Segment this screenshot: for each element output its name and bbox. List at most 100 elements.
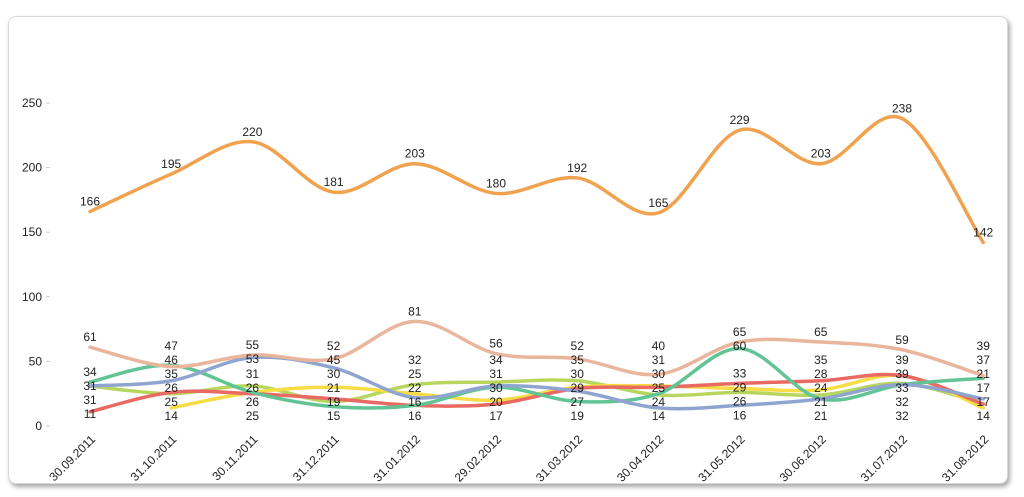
data-label: 39: [977, 339, 991, 353]
data-label: 35: [165, 367, 179, 381]
data-label: 31: [652, 353, 666, 367]
data-label: 31: [83, 393, 97, 407]
data-label: 52: [571, 339, 585, 353]
y-axis: 0 50 100 150 200 250: [22, 96, 50, 433]
x-tick-label: 29.02.2012: [452, 432, 505, 485]
data-label: 21: [977, 367, 991, 381]
data-label: 19: [571, 409, 585, 423]
data-label: 21: [814, 409, 828, 423]
data-label: 27: [571, 395, 585, 409]
data-label: 238: [892, 102, 912, 116]
data-label: 17: [977, 395, 991, 409]
data-label: 31: [83, 379, 97, 393]
data-label: 29: [571, 381, 585, 395]
y-tick-label: 0: [35, 419, 42, 433]
x-tick-label: 31.01.2012: [371, 432, 424, 485]
data-label: 30: [327, 367, 341, 381]
series-line: [88, 319, 985, 378]
data-label: 165: [648, 196, 668, 210]
data-label: 28: [814, 367, 828, 381]
series-line: [88, 114, 985, 245]
data-label: 29: [733, 380, 747, 394]
x-tick-label: 30.06.2012: [777, 432, 830, 485]
data-label: 20: [489, 395, 503, 409]
data-label: 33: [733, 366, 747, 380]
data-label: 53: [246, 352, 260, 366]
data-label: 21: [814, 395, 828, 409]
data-label: 46: [165, 353, 179, 367]
data-label: 21: [327, 381, 341, 395]
x-tick-label: 31.03.2012: [533, 432, 586, 485]
data-label: 35: [814, 353, 828, 367]
data-label: 32: [895, 409, 909, 423]
data-label: 24: [814, 381, 828, 395]
data-labels: 1666134313111195474635262514220555331262…: [80, 102, 994, 423]
series-line: [88, 378, 985, 406]
data-label: 33: [895, 381, 909, 395]
data-label: 30: [489, 381, 503, 395]
data-label: 65: [814, 325, 828, 339]
data-label: 229: [730, 113, 750, 127]
series-line: [88, 355, 985, 411]
data-label: 32: [408, 353, 422, 367]
data-label: 30: [652, 367, 666, 381]
data-label: 17: [489, 409, 503, 423]
data-label: 52: [327, 339, 341, 353]
data-label: 61: [83, 330, 97, 344]
data-label: 30: [571, 367, 585, 381]
data-label: 220: [242, 125, 262, 139]
data-label: 60: [733, 339, 747, 353]
x-axis: 30.09.2011 31.10.2011 30.11.2011 31.12.2011…: [46, 432, 991, 485]
data-label: 26: [246, 381, 260, 395]
y-tick-label: 250: [22, 96, 42, 110]
x-tick-label: 31.10.2011: [128, 432, 180, 484]
data-label: 203: [811, 147, 831, 161]
data-label: 56: [489, 337, 503, 351]
data-label: 14: [977, 409, 991, 423]
x-tick-label: 30.11.2011: [209, 432, 260, 483]
data-label: 17: [977, 381, 991, 395]
x-tick-label: 30.09.2011: [46, 432, 98, 484]
data-label: 14: [652, 409, 666, 423]
data-label: 32: [895, 395, 909, 409]
data-label: 39: [895, 353, 909, 367]
data-label: 16: [408, 395, 422, 409]
data-label: 24: [652, 395, 666, 409]
x-tick-label: 30.04.2012: [614, 432, 667, 485]
data-label: 19: [327, 395, 341, 409]
data-label: 55: [246, 338, 260, 352]
data-label: 16: [408, 409, 422, 423]
data-label: 15: [327, 409, 341, 423]
data-label: 37: [977, 353, 991, 367]
data-label: 26: [733, 394, 747, 408]
data-label: 16: [733, 408, 747, 422]
data-label: 25: [652, 381, 666, 395]
data-label: 35: [571, 353, 585, 367]
data-label: 81: [408, 304, 422, 318]
data-label: 166: [80, 195, 100, 209]
data-label: 26: [246, 395, 260, 409]
x-tick-label: 31.08.2012: [939, 432, 992, 485]
series-line: [88, 372, 985, 414]
data-label: 47: [165, 339, 179, 353]
data-label: 203: [405, 147, 425, 161]
series-lines: [88, 114, 985, 414]
y-tick-label: 150: [22, 225, 42, 239]
data-label: 14: [165, 409, 179, 423]
data-label: 181: [324, 175, 344, 189]
data-label: 25: [165, 395, 179, 409]
data-label: 31: [489, 367, 503, 381]
data-label: 142: [973, 226, 993, 240]
data-label: 45: [327, 353, 341, 367]
data-label: 65: [733, 325, 747, 339]
data-label: 25: [246, 409, 260, 423]
x-tick-label: 31.12.2011: [290, 432, 342, 484]
data-label: 180: [486, 176, 506, 190]
data-label: 59: [895, 333, 909, 347]
data-label: 34: [489, 353, 503, 367]
y-tick-label: 200: [22, 161, 42, 175]
data-label: 40: [652, 339, 666, 353]
x-tick-label: 31.05.2012: [695, 432, 748, 485]
data-label: 39: [895, 367, 909, 381]
